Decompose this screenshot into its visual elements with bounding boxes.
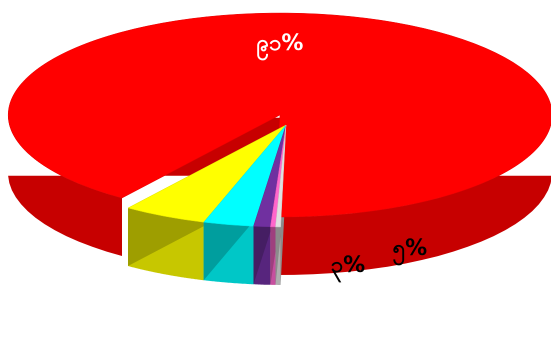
pie-slice-0	[7, 12, 551, 218]
slice-label-3: ၁%	[293, 281, 327, 306]
pie-slice-5	[275, 124, 287, 228]
slice-label-2: ၃%	[331, 253, 365, 283]
